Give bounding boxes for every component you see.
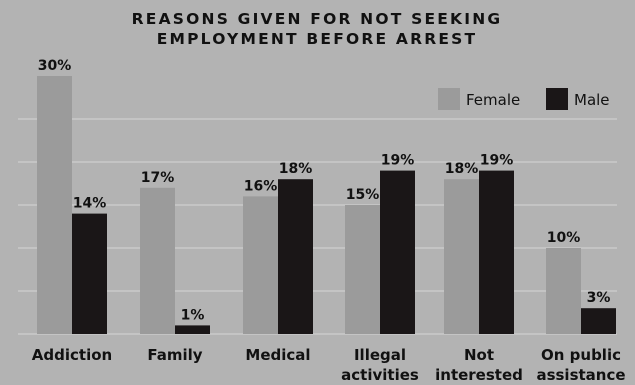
legend-label-female: Female — [466, 91, 520, 109]
bar-male — [278, 179, 313, 334]
bar-female — [546, 248, 581, 334]
data-label: 18% — [445, 161, 479, 177]
bar-female — [140, 187, 175, 334]
category-label: Family — [147, 346, 202, 364]
bars — [37, 76, 616, 334]
bar-male — [175, 325, 210, 334]
chart-title: REASONS GIVEN FOR NOT SEEKING EMPLOYMENT … — [132, 10, 503, 48]
bar-female — [37, 76, 72, 334]
data-label: 19% — [381, 153, 415, 169]
data-labels: 30%14%17%1%16%18%15%19%18%19%10%3% — [38, 58, 611, 323]
data-label: 16% — [244, 178, 278, 194]
bar-male — [380, 170, 415, 334]
gridlines — [18, 118, 617, 335]
data-label: 15% — [346, 187, 380, 203]
data-label: 19% — [480, 153, 514, 169]
bar-female — [444, 179, 479, 334]
data-label: 3% — [587, 290, 611, 306]
data-label: 10% — [547, 230, 581, 246]
bar-male — [581, 308, 616, 334]
bar-female — [345, 205, 380, 334]
category-label: assistance — [536, 366, 625, 384]
data-label: 30% — [38, 58, 72, 74]
bar-male — [72, 213, 107, 334]
data-label: 18% — [279, 161, 313, 177]
bar-female — [243, 196, 278, 334]
data-label: 14% — [73, 196, 107, 212]
category-label: Medical — [245, 346, 310, 364]
category-label: On public — [541, 346, 621, 364]
data-label: 1% — [181, 307, 205, 323]
legend-label-male: Male — [574, 91, 610, 109]
category-label: Illegal — [354, 346, 406, 364]
data-label: 17% — [141, 170, 175, 186]
category-label: Addiction — [32, 346, 112, 364]
bar-male — [479, 170, 514, 334]
chart-title-line: EMPLOYMENT BEFORE ARREST — [157, 30, 478, 48]
legend-swatch-male — [546, 88, 568, 110]
category-label: Not — [464, 346, 494, 364]
legend: Female Male — [438, 88, 610, 110]
category-label: interested — [435, 366, 523, 384]
category-labels: Addiction Family Medical Illegal activities N… — [32, 346, 626, 384]
legend-swatch-female — [438, 88, 460, 110]
chart-title-line: REASONS GIVEN FOR NOT SEEKING — [132, 10, 503, 28]
category-label: activities — [341, 366, 419, 384]
